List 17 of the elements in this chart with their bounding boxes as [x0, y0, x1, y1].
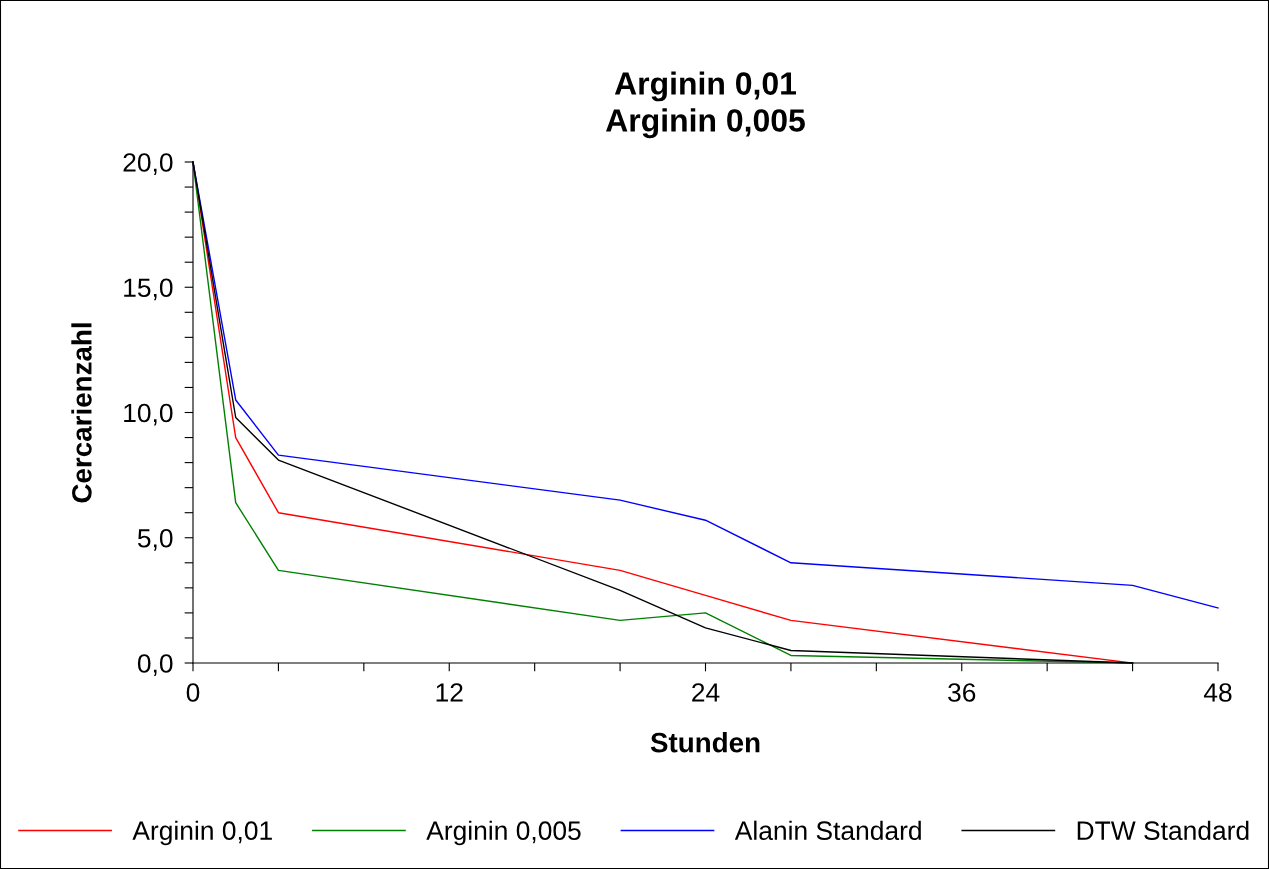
x-tick-label: 24 [692, 683, 720, 702]
legend-label: Alanin Standard [734, 820, 921, 841]
y-tick-label: 0,0 [137, 654, 173, 676]
legend-label: Arginin 0,01 [132, 820, 272, 846]
y-tick-label: 5,0 [137, 528, 173, 551]
x-tick-label: 12 [436, 683, 463, 702]
x-tick-label: 48 [1203, 683, 1232, 702]
legend-label: DTW Standard [1077, 820, 1249, 841]
chart-title: Arginin 0,01 Arginin 0,005 [606, 71, 805, 139]
x-tick-label: 0 [186, 683, 200, 702]
x-tick-label: 36 [948, 683, 976, 702]
y-tick-label: 20,0 [123, 153, 173, 175]
y-axis-title: Cercarienzahl [71, 323, 92, 503]
x-axis-title: Stunden [650, 732, 760, 753]
y-tick-label: 10,0 [124, 403, 173, 426]
legend-label: Arginin 0,005 [426, 820, 581, 846]
y-tick-label: 15,0 [124, 278, 173, 301]
